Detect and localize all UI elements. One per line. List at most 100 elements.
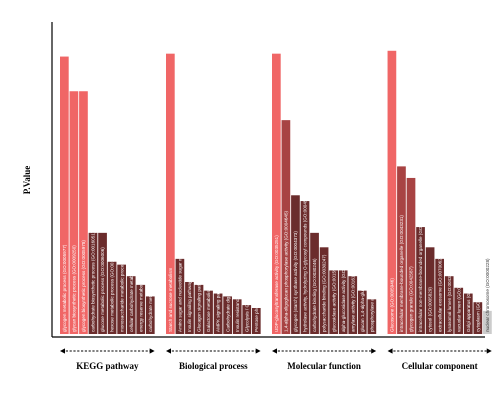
bar-label: glycogen metabolic process (GO:0005977)	[62, 244, 67, 332]
bar	[145, 296, 155, 334]
bar-label: amylase activity (GO:0016160)	[350, 268, 355, 332]
bar	[272, 53, 281, 335]
bar-label: Galactose metabolism	[206, 286, 211, 332]
bar-label: phosphorylase activity (GO:0004645)	[369, 256, 374, 332]
group-label: KEGG pathway	[76, 361, 139, 371]
bar	[473, 302, 483, 334]
bar-label: energy reserve metabolic process (GO:000…	[138, 232, 143, 332]
bar	[79, 91, 88, 335]
bar	[213, 293, 223, 334]
bar	[251, 307, 261, 334]
bar-label: carbohydrate biosynthetic process (GO:00…	[91, 231, 96, 332]
bar	[338, 270, 348, 334]
group-label: Cellular component	[402, 361, 478, 371]
bar	[416, 227, 425, 334]
bar	[232, 299, 242, 334]
bar-label: AMPK signaling pathway	[216, 280, 221, 332]
bar	[367, 299, 377, 334]
arrow-right-icon	[486, 348, 492, 354]
bar-label: Glucosome (GO:0005946)	[390, 278, 395, 332]
bar	[166, 53, 175, 335]
bar	[406, 177, 416, 334]
bar-label: monosaccharide metabolic process (GO:000…	[119, 229, 124, 332]
bar	[425, 247, 435, 334]
bar-label: Starch and sucrose metabolism	[168, 267, 173, 332]
bar-label: Insulin signaling pathway	[187, 280, 192, 332]
arrow-right-icon	[255, 348, 261, 354]
bar-label: cytoplasm (GO:0005737)	[475, 280, 480, 332]
bar-label: carbohydrate metabolic process (GO:00059…	[148, 236, 153, 332]
bar-label: glycogen granule (GO:0042587)	[409, 266, 414, 332]
bar	[310, 232, 319, 334]
bar-label: intracellular non-membrane-bounded organ…	[418, 205, 423, 332]
bar-label: glucose metabolic process (GO:0006006)	[100, 247, 105, 332]
bar	[300, 201, 310, 334]
bar	[69, 91, 79, 335]
bar	[223, 296, 232, 334]
y-axis-label: P.Value	[22, 166, 32, 195]
bar	[463, 293, 473, 334]
group-markers-layer: KEGG pathway Biological process Molecular …	[60, 348, 492, 371]
bar-label: glucosidase activity (GO:0015926)	[331, 261, 336, 332]
bar	[444, 276, 454, 334]
bar	[107, 261, 117, 334]
arrow-left-icon	[60, 348, 65, 354]
bar	[397, 166, 406, 334]
bar	[185, 281, 194, 334]
bar-label: hexose metabolic process (GO:0019318)	[110, 248, 115, 332]
bar	[319, 247, 329, 334]
bar	[175, 258, 185, 334]
arrow-left-icon	[166, 348, 171, 354]
bar-label: hydrolase activity, hydrolyzing O-glycos…	[303, 192, 308, 332]
bar-label: Glycolysis / Gluconeogenesis	[244, 271, 249, 332]
bar-label: lysosomal lumen (GO:0043202)	[447, 267, 452, 332]
bar	[88, 232, 98, 334]
bar	[281, 120, 291, 334]
bar-label: glycogen biosynthetic process (GO:000597…	[81, 240, 86, 332]
bar-label: extracellular exosome (GO:0070062)	[437, 256, 442, 332]
bar-label: intracellular membrane-bounded organelle…	[399, 215, 404, 332]
bar	[291, 195, 300, 334]
group-label: Biological process	[179, 361, 248, 371]
bar	[435, 258, 444, 334]
bar-label: cytosol (GO:0005829)	[428, 287, 433, 332]
bars-layer: glycogen metabolic process (GO:0005977) g…	[60, 50, 492, 335]
bar	[60, 56, 69, 335]
bar	[454, 287, 464, 334]
bar-label: nuclear chromosome (GO:0000228)	[485, 258, 490, 332]
bar-label: glucan 1,4-alpha-glucosidase activity (G…	[360, 226, 365, 332]
bar	[98, 232, 107, 334]
bar	[126, 276, 136, 334]
bar-label: Glucagon signaling pathway	[197, 274, 202, 332]
bar	[194, 284, 204, 334]
bar-label: 1,4-alpha-oligoglucan phosphorylase acti…	[284, 210, 289, 332]
bar	[483, 310, 492, 334]
bar-label: UDP-glucosyltransferase activity (GO:003…	[274, 235, 279, 332]
bar	[242, 305, 252, 334]
arrow-left-icon	[387, 348, 393, 354]
bar-label: Insulin resistance	[235, 296, 240, 332]
arrow-left-icon	[272, 348, 277, 354]
bar	[357, 290, 367, 334]
bar	[387, 50, 397, 334]
bar	[117, 264, 126, 334]
bar-label: cellular carbohydrate metabolic process …	[129, 220, 134, 332]
group-label: Molecular function	[287, 361, 361, 371]
bar	[136, 284, 146, 334]
bar-label: polysaccharide binding (GO:0030247)	[322, 254, 327, 332]
bar-label: Golgi apparatus (GO:0005794)	[466, 268, 471, 332]
bar-label: alpha-glucosidase activity (GO:0090599)	[341, 249, 346, 332]
bar-label: Pentose phosphate pathway	[254, 273, 259, 332]
bar-label: Carbohydrate digestion and absorption	[225, 252, 230, 332]
bar-label: glycan biosynthetic process (GO:0009250)	[72, 245, 77, 332]
bar	[204, 290, 213, 334]
bar	[348, 276, 358, 334]
bar	[329, 270, 338, 334]
bar-label: vacuolar lumen (GO:0005775)	[456, 270, 461, 332]
arrow-right-icon	[149, 348, 155, 354]
bar-label: glycogen (starch) synthase activity (GO:…	[293, 231, 298, 332]
bar-label: carbohydrate binding (GO:0030246)	[312, 258, 317, 332]
bar-label: Amino sugar and nucleotide sugar metabol…	[178, 237, 183, 332]
arrow-right-icon	[371, 348, 377, 354]
